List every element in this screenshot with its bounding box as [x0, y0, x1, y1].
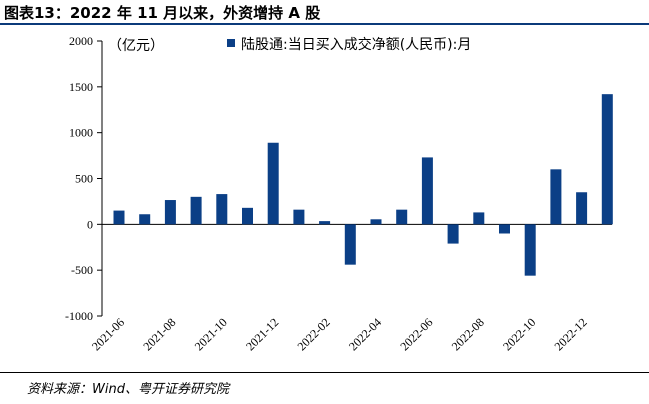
bar-2021-12: [267, 142, 279, 225]
bar-2022-11: [550, 169, 562, 225]
bar-2022-02: [319, 221, 331, 225]
y-tick-label: 2000: [69, 34, 93, 48]
y-tick-label: 500: [75, 172, 93, 186]
x-tick-label: 2022-06: [397, 315, 435, 353]
legend: 陆股通:当日买入成交净额(人民币):月: [227, 36, 471, 53]
y-tick-label: 0: [87, 217, 93, 231]
unit-label: （亿元）: [108, 38, 164, 54]
bar-2022-07: [447, 224, 459, 244]
x-tick-label: 2021-08: [140, 315, 178, 353]
bar-2021-10: [216, 194, 228, 225]
x-tick-label: 2022-08: [449, 315, 487, 353]
x-tick-label: 2022-02: [295, 315, 333, 353]
legend-swatch: [227, 39, 235, 47]
bar-2021-08: [164, 200, 176, 225]
chart-title: 图表13：2022 年 11 月以来，外资增持 A 股: [4, 4, 321, 22]
bar-2022-03: [344, 224, 356, 265]
x-tick-label: 2021-12: [243, 315, 281, 353]
x-tick-label: 2022-12: [552, 315, 590, 353]
bar-2022-04: [370, 219, 382, 225]
legend-label: 陆股通:当日买入成交净额(人民币):月: [241, 36, 471, 53]
bar-2022-09: [499, 224, 510, 234]
source-note: 资料来源：Wind、粤开证券研究院: [27, 382, 229, 397]
title-divider: [0, 23, 649, 25]
bar-2022-10: [524, 224, 536, 276]
bars: [113, 94, 613, 276]
footer-divider: [0, 372, 649, 373]
bar-2021-09: [190, 196, 202, 225]
x-tick-label: 2021-10: [192, 315, 230, 353]
y-tick-label: -1000: [65, 309, 93, 323]
bar-2022-12: [576, 192, 588, 225]
bar-2022-01: [293, 209, 305, 225]
bar-2021-07: [139, 214, 151, 225]
y-tick-label: 1500: [69, 80, 93, 94]
x-tick-label: 2021-06: [89, 315, 127, 353]
bar-2022-05: [396, 209, 408, 225]
bar-2021-11: [242, 207, 253, 225]
bar-2021-06: [113, 210, 125, 225]
x-tick-label: 2022-10: [500, 315, 538, 353]
y-tick-label: -500: [71, 263, 93, 277]
y-axis: -1000 -500 0 500 1000 1500 2000: [65, 34, 103, 323]
x-tick-label: 2022-04: [346, 315, 384, 353]
bar-2023-01: [601, 94, 613, 225]
bar-2022-06: [421, 157, 433, 225]
bar-2022-08: [473, 212, 485, 225]
y-tick-label: 1000: [69, 126, 93, 140]
